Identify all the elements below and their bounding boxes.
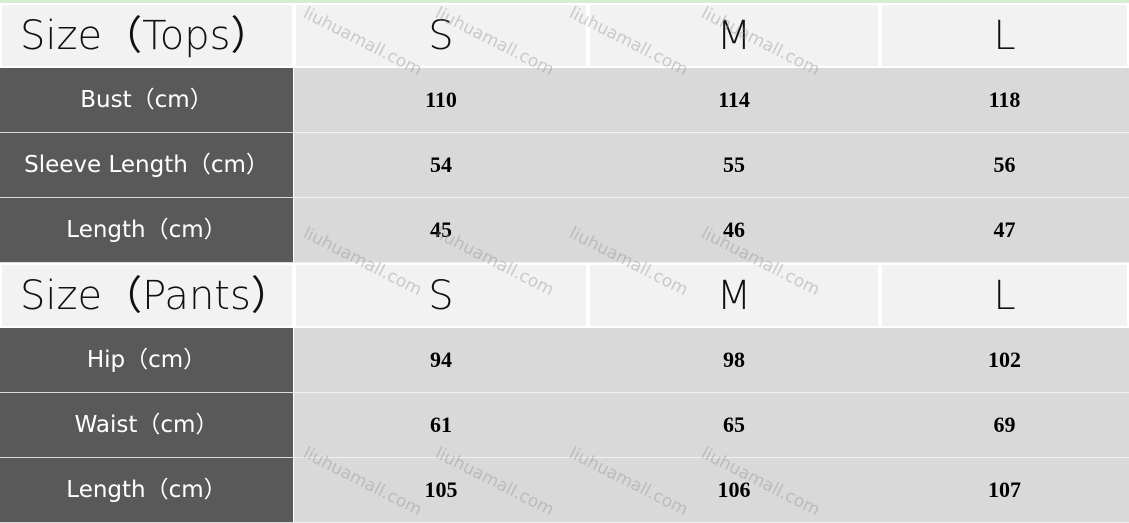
measurement-value: 65 [588, 393, 880, 458]
measurement-value: 54 [294, 133, 588, 198]
measurement-value: 46 [588, 198, 880, 263]
measurement-value: 98 [588, 328, 880, 393]
measurement-value: 107 [880, 458, 1129, 523]
measurement-value: 102 [880, 328, 1129, 393]
measurement-value: 45 [294, 198, 588, 263]
table-row: Hip（cm） 94 98 102 [0, 328, 1129, 393]
section-header: Size（Pants） S M L [0, 263, 1129, 328]
measurement-label: Sleeve Length（cm） [0, 133, 294, 198]
measurement-label: Length（cm） [0, 198, 294, 263]
section-header: Size（Tops） S M L [0, 3, 1129, 68]
measurement-value: 114 [588, 68, 880, 133]
size-table: Size（Tops） S M L Bust（cm） 110 114 118 Sleeve Len… [0, 3, 1129, 523]
size-header-M: M [588, 263, 880, 328]
size-header-L: L [880, 263, 1129, 328]
measurement-label: Bust（cm） [0, 68, 294, 133]
measurement-value: 106 [588, 458, 880, 523]
measurement-label: Hip（cm） [0, 328, 294, 393]
size-header-S: S [294, 263, 588, 328]
size-header-M: M [588, 3, 880, 68]
size-header-S: S [294, 3, 588, 68]
measurement-value: 69 [880, 393, 1129, 458]
section-title: Size（Tops） [0, 3, 294, 68]
table-row: Length（cm） 45 46 47 [0, 198, 1129, 263]
measurement-value: 105 [294, 458, 588, 523]
measurement-value: 110 [294, 68, 588, 133]
measurement-label: Length（cm） [0, 458, 294, 523]
measurement-value: 47 [880, 198, 1129, 263]
section-title: Size（Pants） [0, 263, 294, 328]
table-row: Bust（cm） 110 114 118 [0, 68, 1129, 133]
size-header-L: L [880, 3, 1129, 68]
measurement-value: 55 [588, 133, 880, 198]
measurement-value: 118 [880, 68, 1129, 133]
table-row: Sleeve Length（cm） 54 55 56 [0, 133, 1129, 198]
measurement-value: 94 [294, 328, 588, 393]
table-row: Waist（cm） 61 65 69 [0, 393, 1129, 458]
table-row: Length（cm） 105 106 107 [0, 458, 1129, 523]
measurement-label: Waist（cm） [0, 393, 294, 458]
measurement-value: 56 [880, 133, 1129, 198]
measurement-value: 61 [294, 393, 588, 458]
